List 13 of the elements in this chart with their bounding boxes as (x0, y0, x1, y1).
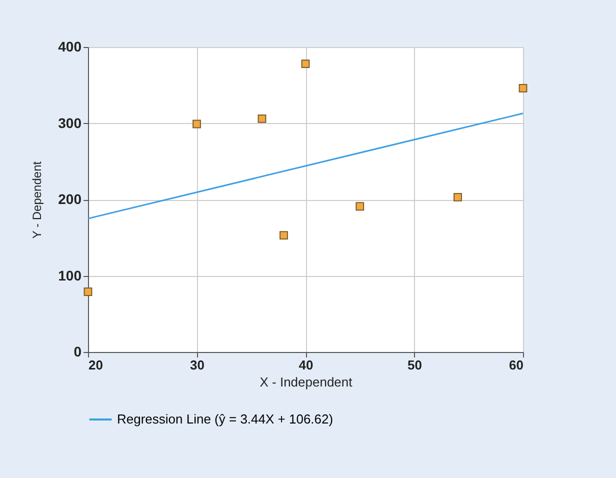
y-axis-title: Y - Dependent (30, 160, 44, 239)
x-axis-title: X - Independent (260, 374, 353, 390)
y-tick-label: 300 (58, 114, 82, 131)
x-tick-label: 40 (298, 358, 314, 372)
legend-label: Regression Line (ŷ = 3.44X + 106.62) (117, 412, 334, 426)
y-tick-label: 200 (58, 191, 82, 207)
x-tick-label: 20 (88, 358, 103, 372)
x-tick-label: 50 (408, 358, 422, 372)
y-tick-label: 0 (74, 344, 82, 360)
y-tick-label: 100 (58, 267, 82, 284)
x-tick-label: 60 (509, 358, 524, 372)
x-tick-label: 30 (190, 358, 204, 372)
y-tick-label: 400 (58, 38, 82, 54)
